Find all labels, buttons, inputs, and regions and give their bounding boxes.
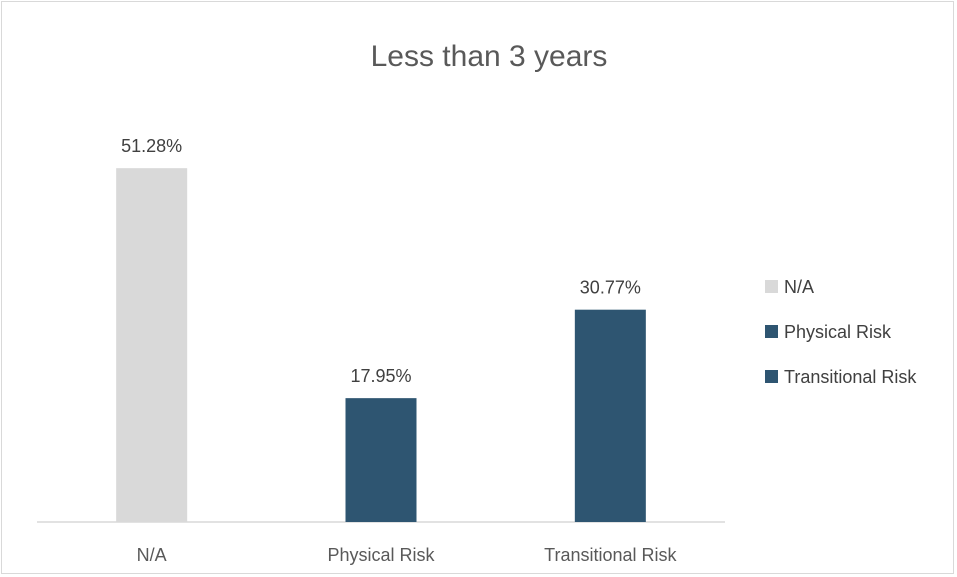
bars-group [116, 168, 646, 522]
chart-title: Less than 3 years [371, 40, 608, 73]
legend-label[interactable]: Physical Risk [784, 322, 892, 342]
data-label: 51.28% [121, 136, 182, 156]
legend-label[interactable]: Transitional Risk [784, 367, 917, 387]
legend-swatch [765, 280, 778, 293]
legend[interactable]: N/A Physical Risk Transitional Risk [765, 277, 917, 387]
x-tick-label: N/A [137, 545, 167, 565]
legend-label[interactable]: N/A [784, 277, 814, 297]
bar-transitional-risk[interactable] [574, 309, 646, 522]
x-tick-labels-group: N/A Physical Risk Transitional Risk [137, 545, 678, 565]
legend-swatch [765, 325, 778, 338]
x-tick-label: Physical Risk [327, 545, 435, 565]
legend-swatch [765, 370, 778, 383]
x-tick-label: Transitional Risk [544, 545, 677, 565]
bar-n-a[interactable] [116, 168, 188, 522]
data-labels-group: 51.28% 17.95% 30.77% [121, 136, 641, 386]
bar-physical-risk[interactable] [345, 398, 417, 522]
data-label: 17.95% [350, 366, 411, 386]
data-label: 30.77% [580, 278, 641, 298]
